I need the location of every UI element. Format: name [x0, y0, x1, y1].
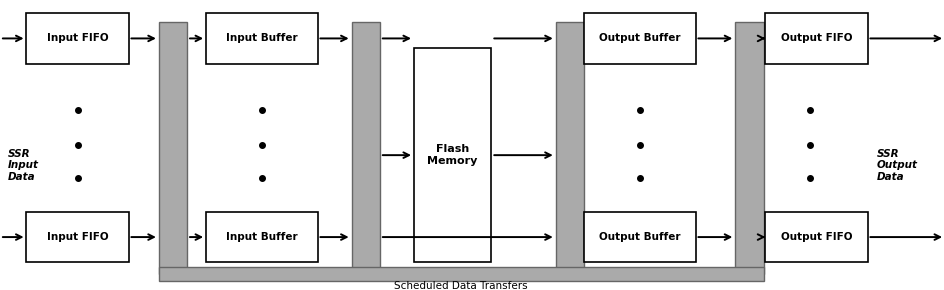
Bar	[583, 212, 695, 262]
Bar	[206, 212, 317, 262]
Text: Output FIFO: Output FIFO	[780, 232, 851, 242]
Text: Input Buffer: Input Buffer	[226, 33, 297, 44]
Bar	[583, 13, 695, 64]
Text: Input FIFO: Input FIFO	[46, 232, 109, 242]
Text: Flash
Memory: Flash Memory	[427, 144, 478, 166]
Bar	[765, 13, 867, 64]
Bar	[206, 13, 317, 64]
Bar	[413, 48, 491, 262]
Bar	[26, 212, 128, 262]
Text: Output FIFO: Output FIFO	[780, 33, 851, 44]
Bar	[26, 13, 128, 64]
Text: SSR
Input
Data: SSR Input Data	[8, 149, 39, 182]
Text: SSR
Output
Data: SSR Output Data	[876, 149, 917, 182]
Bar	[555, 22, 583, 274]
Text: Input FIFO: Input FIFO	[46, 33, 109, 44]
Text: Input Buffer: Input Buffer	[226, 232, 297, 242]
Text: Output Buffer: Output Buffer	[598, 33, 680, 44]
Bar	[765, 212, 867, 262]
Bar	[734, 22, 763, 274]
Bar	[351, 22, 379, 274]
Bar	[159, 267, 763, 281]
Text: Scheduled Data Transfers: Scheduled Data Transfers	[394, 281, 528, 290]
Text: Output Buffer: Output Buffer	[598, 232, 680, 242]
Bar	[159, 22, 187, 274]
